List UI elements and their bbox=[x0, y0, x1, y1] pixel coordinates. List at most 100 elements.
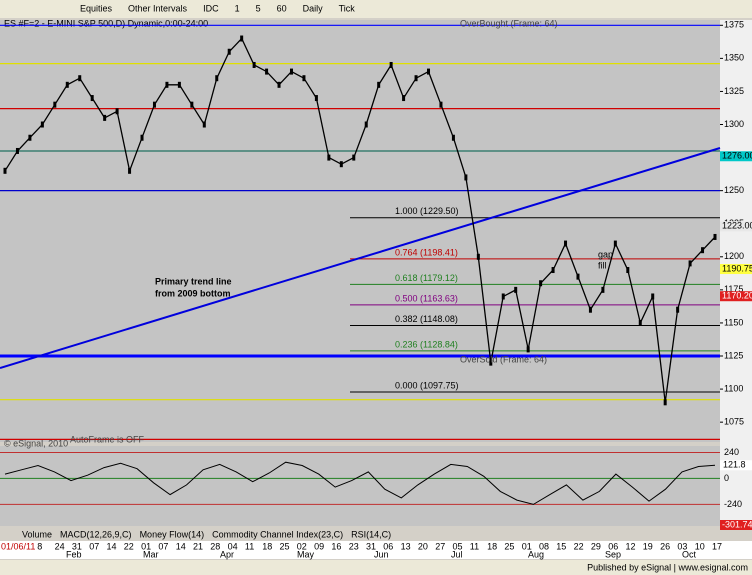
price-bar bbox=[526, 346, 530, 353]
price-bar bbox=[240, 35, 244, 42]
y-tick-label: 1100 bbox=[724, 383, 743, 393]
month-label: Feb bbox=[66, 549, 82, 559]
x-tick-label: 04 bbox=[228, 541, 238, 551]
price-bar bbox=[53, 101, 57, 108]
x-tick-label: 02 bbox=[297, 541, 307, 551]
toolbar-button[interactable]: Tick bbox=[339, 3, 356, 13]
fib-label: 0.500 (1163.63) bbox=[395, 293, 458, 303]
price-bar bbox=[713, 233, 717, 240]
price-box bbox=[720, 291, 752, 302]
price-bar bbox=[202, 121, 206, 128]
x-tick-label: 07 bbox=[89, 541, 99, 551]
price-bar bbox=[15, 147, 19, 154]
symbol-title: ES #F=2 - E-MINI S&P 500,D) Dynamic,0:00… bbox=[4, 18, 208, 28]
price-bar bbox=[115, 108, 119, 115]
price-bar bbox=[402, 95, 406, 102]
price-box-label: 1170.20 bbox=[722, 291, 752, 301]
price-bar bbox=[377, 81, 381, 88]
price-bar bbox=[352, 154, 356, 161]
price-bar bbox=[339, 161, 343, 168]
price-bar bbox=[78, 75, 82, 82]
osc-tick-label: 0 bbox=[724, 473, 729, 483]
oscillator-panel bbox=[0, 446, 720, 526]
x-tick-label: 25 bbox=[504, 541, 514, 551]
toolbar-button[interactable]: Other Intervals bbox=[128, 3, 188, 13]
x-tick-label: 11 bbox=[245, 541, 254, 551]
price-box-label: 1223.00 bbox=[722, 221, 752, 231]
price-bar bbox=[501, 293, 505, 300]
price-bar bbox=[601, 286, 605, 293]
x-tick-label: 22 bbox=[124, 541, 134, 551]
annotation: AutoFrame is OFF bbox=[70, 434, 145, 444]
x-tick-label: 08 bbox=[539, 541, 549, 551]
x-tick-label: 01 bbox=[522, 541, 532, 551]
y-tick-label: 1325 bbox=[724, 86, 744, 96]
y-tick-label: 1300 bbox=[724, 119, 744, 129]
x-tick-label: 8 bbox=[37, 541, 42, 551]
toolbar-button[interactable]: 1 bbox=[235, 3, 240, 13]
price-bar bbox=[701, 247, 705, 254]
x-tick-label: 17 bbox=[712, 541, 722, 551]
indicator-tab[interactable]: Commodity Channel Index(23,C) bbox=[212, 529, 343, 539]
price-bar bbox=[302, 75, 306, 82]
trend-line bbox=[0, 147, 721, 369]
price-line bbox=[4, 37, 716, 403]
x-tick-label: 07 bbox=[158, 541, 168, 551]
price-bar bbox=[227, 48, 231, 55]
price-bar bbox=[576, 273, 580, 280]
month-label: Oct bbox=[682, 549, 697, 559]
x-tick-label: 20 bbox=[418, 541, 428, 551]
price-bar bbox=[464, 174, 468, 181]
price-bar bbox=[65, 81, 69, 88]
x-tick-label: 21 bbox=[193, 541, 203, 551]
month-label: Aug bbox=[528, 549, 544, 559]
toolbar-button[interactable]: Equities bbox=[80, 3, 113, 13]
toolbar bbox=[0, 0, 752, 18]
price-bar bbox=[140, 134, 144, 141]
indicator-tab[interactable]: RSI(14,C) bbox=[351, 529, 391, 539]
y-tick-label: 1375 bbox=[724, 20, 744, 30]
toolbar-button[interactable]: 5 bbox=[256, 3, 261, 13]
y-tick-label: 1175 bbox=[724, 284, 743, 294]
toolbar-button[interactable]: Daily bbox=[303, 3, 324, 13]
x-tick-label: 14 bbox=[176, 541, 186, 551]
x-tick-label: 24 bbox=[55, 541, 65, 551]
price-bar bbox=[551, 267, 555, 274]
status-bar bbox=[0, 560, 752, 575]
y-tick-label: 1075 bbox=[724, 417, 744, 427]
annotation: © eSignal, 2010 bbox=[4, 438, 68, 448]
x-tick-label: 01/06/11 bbox=[1, 541, 35, 551]
x-tick-label: 19 bbox=[643, 541, 653, 551]
fib-label: 0.236 (1128.84) bbox=[395, 339, 458, 349]
price-bar bbox=[451, 134, 455, 141]
price-bar bbox=[651, 293, 655, 300]
month-label: Sep bbox=[605, 549, 621, 559]
price-bar bbox=[314, 95, 318, 102]
osc-tick-label: -240 bbox=[724, 499, 742, 509]
fib-label: 0.618 (1179.12) bbox=[395, 273, 458, 283]
price-panel bbox=[0, 20, 720, 442]
price-bar bbox=[489, 359, 493, 366]
x-tick-label: 18 bbox=[487, 541, 497, 551]
price-bar bbox=[514, 286, 518, 293]
toolbar-button[interactable]: IDC bbox=[203, 3, 219, 13]
x-tick-label: 15 bbox=[556, 541, 566, 551]
price-bar bbox=[427, 68, 431, 75]
price-bar bbox=[252, 61, 256, 68]
osc-last-label: 121.8 bbox=[723, 460, 746, 470]
toolbar-button[interactable]: 60 bbox=[277, 3, 287, 13]
other-box bbox=[720, 520, 752, 530]
x-tick-label: 11 bbox=[470, 541, 479, 551]
x-tick-label: 27 bbox=[435, 541, 445, 551]
x-tick-label: 22 bbox=[574, 541, 584, 551]
y-tick-label: 1350 bbox=[724, 53, 744, 63]
price-bar bbox=[676, 306, 680, 313]
price-bar bbox=[177, 81, 181, 88]
month-label: Jun bbox=[374, 549, 389, 559]
indicator-tab[interactable]: Money Flow(14) bbox=[140, 529, 205, 539]
price-bar bbox=[588, 306, 592, 313]
indicator-tab[interactable]: MACD(12,26,9,C) bbox=[60, 529, 132, 539]
indicator-tab[interactable]: Volume bbox=[22, 529, 52, 539]
fib-label: 0.764 (1198.41) bbox=[395, 247, 458, 257]
